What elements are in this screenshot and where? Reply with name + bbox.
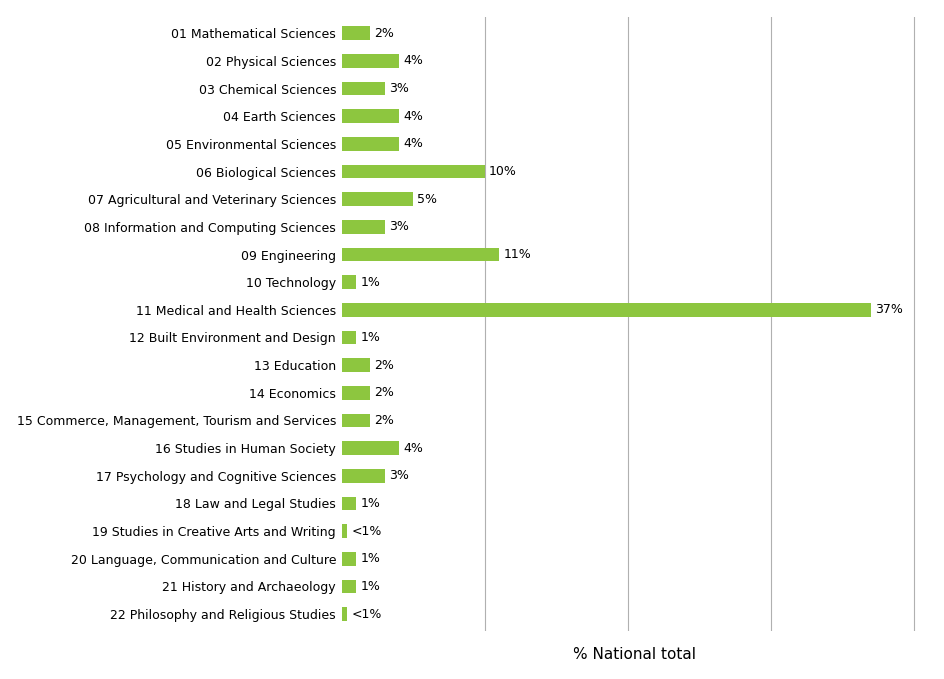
Bar: [341, 109, 398, 123]
Bar: [341, 137, 398, 151]
Bar: [341, 303, 870, 316]
Bar: [341, 331, 356, 344]
Text: 1%: 1%: [360, 497, 379, 510]
Text: 3%: 3%: [388, 221, 408, 234]
Text: 10%: 10%: [488, 165, 516, 178]
X-axis label: % National total: % National total: [573, 647, 696, 662]
Bar: [341, 81, 384, 96]
Text: 4%: 4%: [403, 137, 423, 150]
Bar: [341, 386, 370, 400]
Bar: [341, 496, 356, 511]
Text: 3%: 3%: [388, 469, 408, 482]
Bar: [341, 579, 356, 593]
Text: 3%: 3%: [388, 82, 408, 95]
Text: 2%: 2%: [374, 414, 394, 427]
Text: 5%: 5%: [417, 193, 437, 206]
Text: 1%: 1%: [360, 276, 379, 289]
Bar: [341, 220, 384, 234]
Text: <1%: <1%: [351, 525, 381, 538]
Bar: [341, 192, 413, 206]
Bar: [341, 26, 370, 40]
Bar: [341, 524, 347, 538]
Bar: [341, 607, 347, 621]
Bar: [341, 414, 370, 427]
Text: 2%: 2%: [374, 359, 394, 371]
Text: 4%: 4%: [403, 110, 423, 123]
Bar: [341, 469, 384, 483]
Bar: [341, 248, 498, 261]
Bar: [341, 359, 370, 372]
Bar: [341, 552, 356, 566]
Bar: [341, 441, 398, 455]
Text: 4%: 4%: [403, 54, 423, 67]
Text: 2%: 2%: [374, 386, 394, 399]
Text: 1%: 1%: [360, 580, 379, 593]
Text: 2%: 2%: [374, 26, 394, 40]
Text: 37%: 37%: [874, 304, 902, 316]
Text: 4%: 4%: [403, 441, 423, 455]
Bar: [341, 54, 398, 68]
Bar: [341, 164, 484, 179]
Text: 1%: 1%: [360, 552, 379, 565]
Text: 11%: 11%: [503, 248, 531, 261]
Text: 1%: 1%: [360, 331, 379, 344]
Bar: [341, 275, 356, 289]
Text: <1%: <1%: [351, 608, 381, 621]
